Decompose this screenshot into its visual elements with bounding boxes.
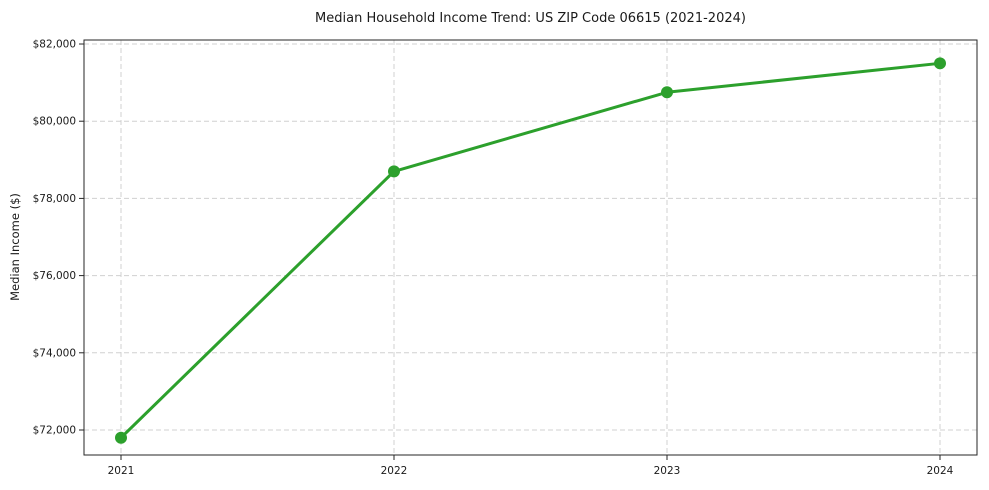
plot-border [83,39,978,456]
chart-title: Median Household Income Trend: US ZIP Co… [315,11,746,26]
y-tick-label: $74,000 [33,347,76,359]
x-tick-label: 2021 [108,465,135,477]
data-point-2023 [661,86,673,99]
income-trend-line [119,61,942,440]
data-point-2024 [934,57,946,70]
y-tick-label: $72,000 [33,424,76,436]
data-point-2022 [388,165,400,178]
x-tick-label: 2024 [927,465,954,477]
data-point-2021 [115,431,127,444]
y-tick-label: $76,000 [33,270,76,282]
x-tick-label: 2022 [381,465,408,477]
x-tick-label: 2023 [654,465,681,477]
y-tick-label: $78,000 [33,193,76,205]
y-tick-label: $82,000 [33,39,76,51]
y-tick-label: $80,000 [33,116,76,128]
